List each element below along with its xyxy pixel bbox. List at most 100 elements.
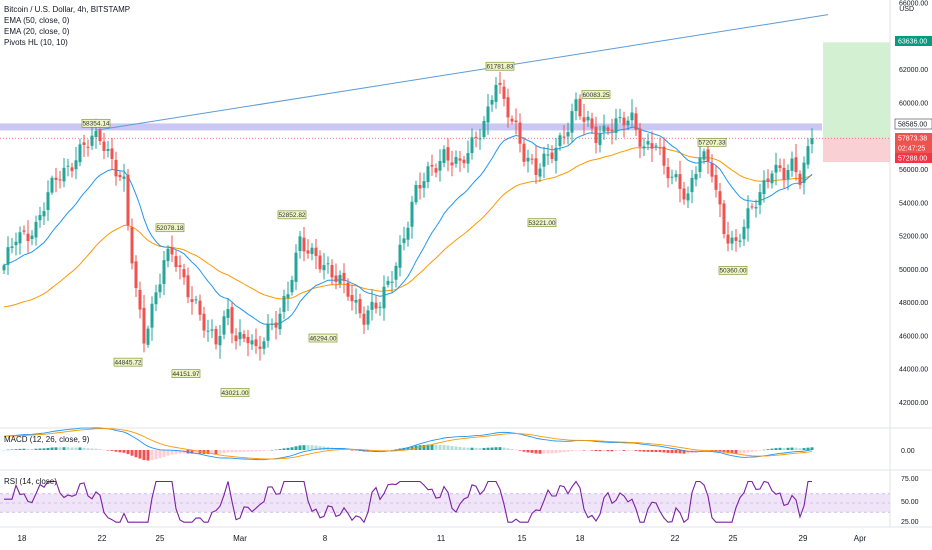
price-badge	[895, 36, 932, 46]
macd-bar	[786, 447, 790, 450]
pivot-label: 58354.14	[82, 121, 109, 128]
macd-bar	[598, 450, 602, 452]
time-tick-label: 18	[576, 534, 585, 543]
candle-body	[366, 310, 370, 325]
candle-body	[390, 281, 394, 283]
candle-body	[82, 142, 86, 145]
candle-body	[38, 215, 42, 221]
macd-bar	[298, 445, 302, 450]
candle-body	[546, 154, 550, 156]
candle-body	[502, 86, 506, 99]
pivot-label: 52852.82	[278, 212, 305, 219]
macd-bar	[174, 450, 178, 455]
candle-body	[734, 237, 738, 241]
candle-body	[246, 336, 250, 344]
candle-body	[270, 323, 274, 325]
candle-body	[694, 173, 698, 180]
price-tick-label: 42000.00	[899, 400, 928, 407]
macd-bar	[234, 450, 238, 453]
macd-bar	[306, 445, 310, 450]
candle-body	[146, 328, 150, 345]
pivot-label: 44845.72	[114, 359, 141, 366]
candle-body	[506, 97, 510, 118]
macd-bar	[118, 450, 122, 453]
candle-body	[126, 174, 130, 226]
candle-body	[470, 137, 474, 154]
macd-bar	[454, 446, 458, 450]
candle-body	[282, 296, 286, 312]
candle-body	[290, 279, 294, 293]
macd-bar	[262, 450, 266, 452]
macd-bar	[206, 450, 210, 455]
macd-bar	[254, 450, 258, 452]
candle-body	[510, 118, 514, 122]
candle-body	[110, 148, 114, 159]
macd-bar	[42, 448, 46, 450]
macd-bar	[434, 444, 438, 450]
macd-bar	[514, 449, 518, 451]
candle-body	[566, 132, 570, 137]
time-tick-label: 25	[729, 534, 738, 543]
macd-bar	[214, 450, 218, 455]
candle-body	[762, 180, 766, 195]
macd-line	[3, 427, 813, 461]
macd-bar	[726, 450, 730, 454]
time-tick-label: 25	[156, 534, 165, 543]
candle-body	[138, 289, 142, 310]
macd-bar	[242, 450, 246, 452]
candle-body	[182, 269, 186, 278]
candle-body	[222, 316, 226, 335]
macd-bar	[410, 446, 414, 450]
macd-bar	[122, 450, 126, 453]
pivots-legend: Pivots HL (10, 10)	[4, 38, 68, 47]
macd-legend: MACD (12, 26, close, 9)	[4, 435, 90, 444]
macd-bar	[770, 448, 774, 450]
candle-body	[274, 322, 278, 328]
macd-bar	[10, 449, 14, 450]
candle-body	[670, 176, 674, 178]
candle-body	[342, 272, 346, 281]
macd-bar	[614, 450, 618, 452]
candle-body	[226, 308, 230, 318]
candle-body	[294, 252, 298, 282]
candle-body	[454, 157, 458, 164]
candle-body	[466, 153, 470, 164]
macd-bar	[314, 445, 318, 450]
trendline	[95, 14, 829, 131]
candle-body	[254, 339, 258, 347]
pivot-label: 50360.00	[719, 268, 746, 275]
price-tick-label: 52000.00	[899, 234, 928, 241]
price-tick-label: 48000.00	[899, 300, 928, 307]
candle-body	[810, 138, 814, 145]
macd-bar	[334, 448, 338, 450]
pivot-label-box	[277, 210, 307, 220]
macd-bar	[430, 444, 434, 450]
candle-body	[234, 335, 238, 342]
macd-bar	[766, 449, 770, 450]
candle-body	[526, 157, 530, 162]
time-tick-label: Mar	[233, 534, 247, 543]
candle-body	[666, 166, 670, 179]
candle-body	[578, 98, 582, 117]
macd-bar	[294, 446, 298, 450]
candle-body	[250, 340, 254, 345]
rsi-legend: RSI (14, close)	[4, 477, 57, 486]
candle-body	[338, 274, 342, 284]
candle-body	[518, 122, 522, 144]
candle-body	[486, 106, 490, 123]
candle-body	[650, 143, 654, 149]
macd-bar	[282, 448, 286, 450]
candle-body	[18, 232, 22, 244]
macd-bar	[582, 450, 586, 451]
candle-body	[202, 313, 206, 331]
candle-body	[350, 295, 354, 302]
macd-bar	[278, 449, 282, 450]
macd-bar	[54, 447, 58, 450]
candle-body	[214, 328, 218, 345]
candle-body	[718, 191, 722, 205]
candle-body	[122, 176, 126, 179]
macd-bar	[542, 450, 546, 454]
candle-body	[286, 294, 290, 299]
macd-bar	[226, 450, 230, 453]
